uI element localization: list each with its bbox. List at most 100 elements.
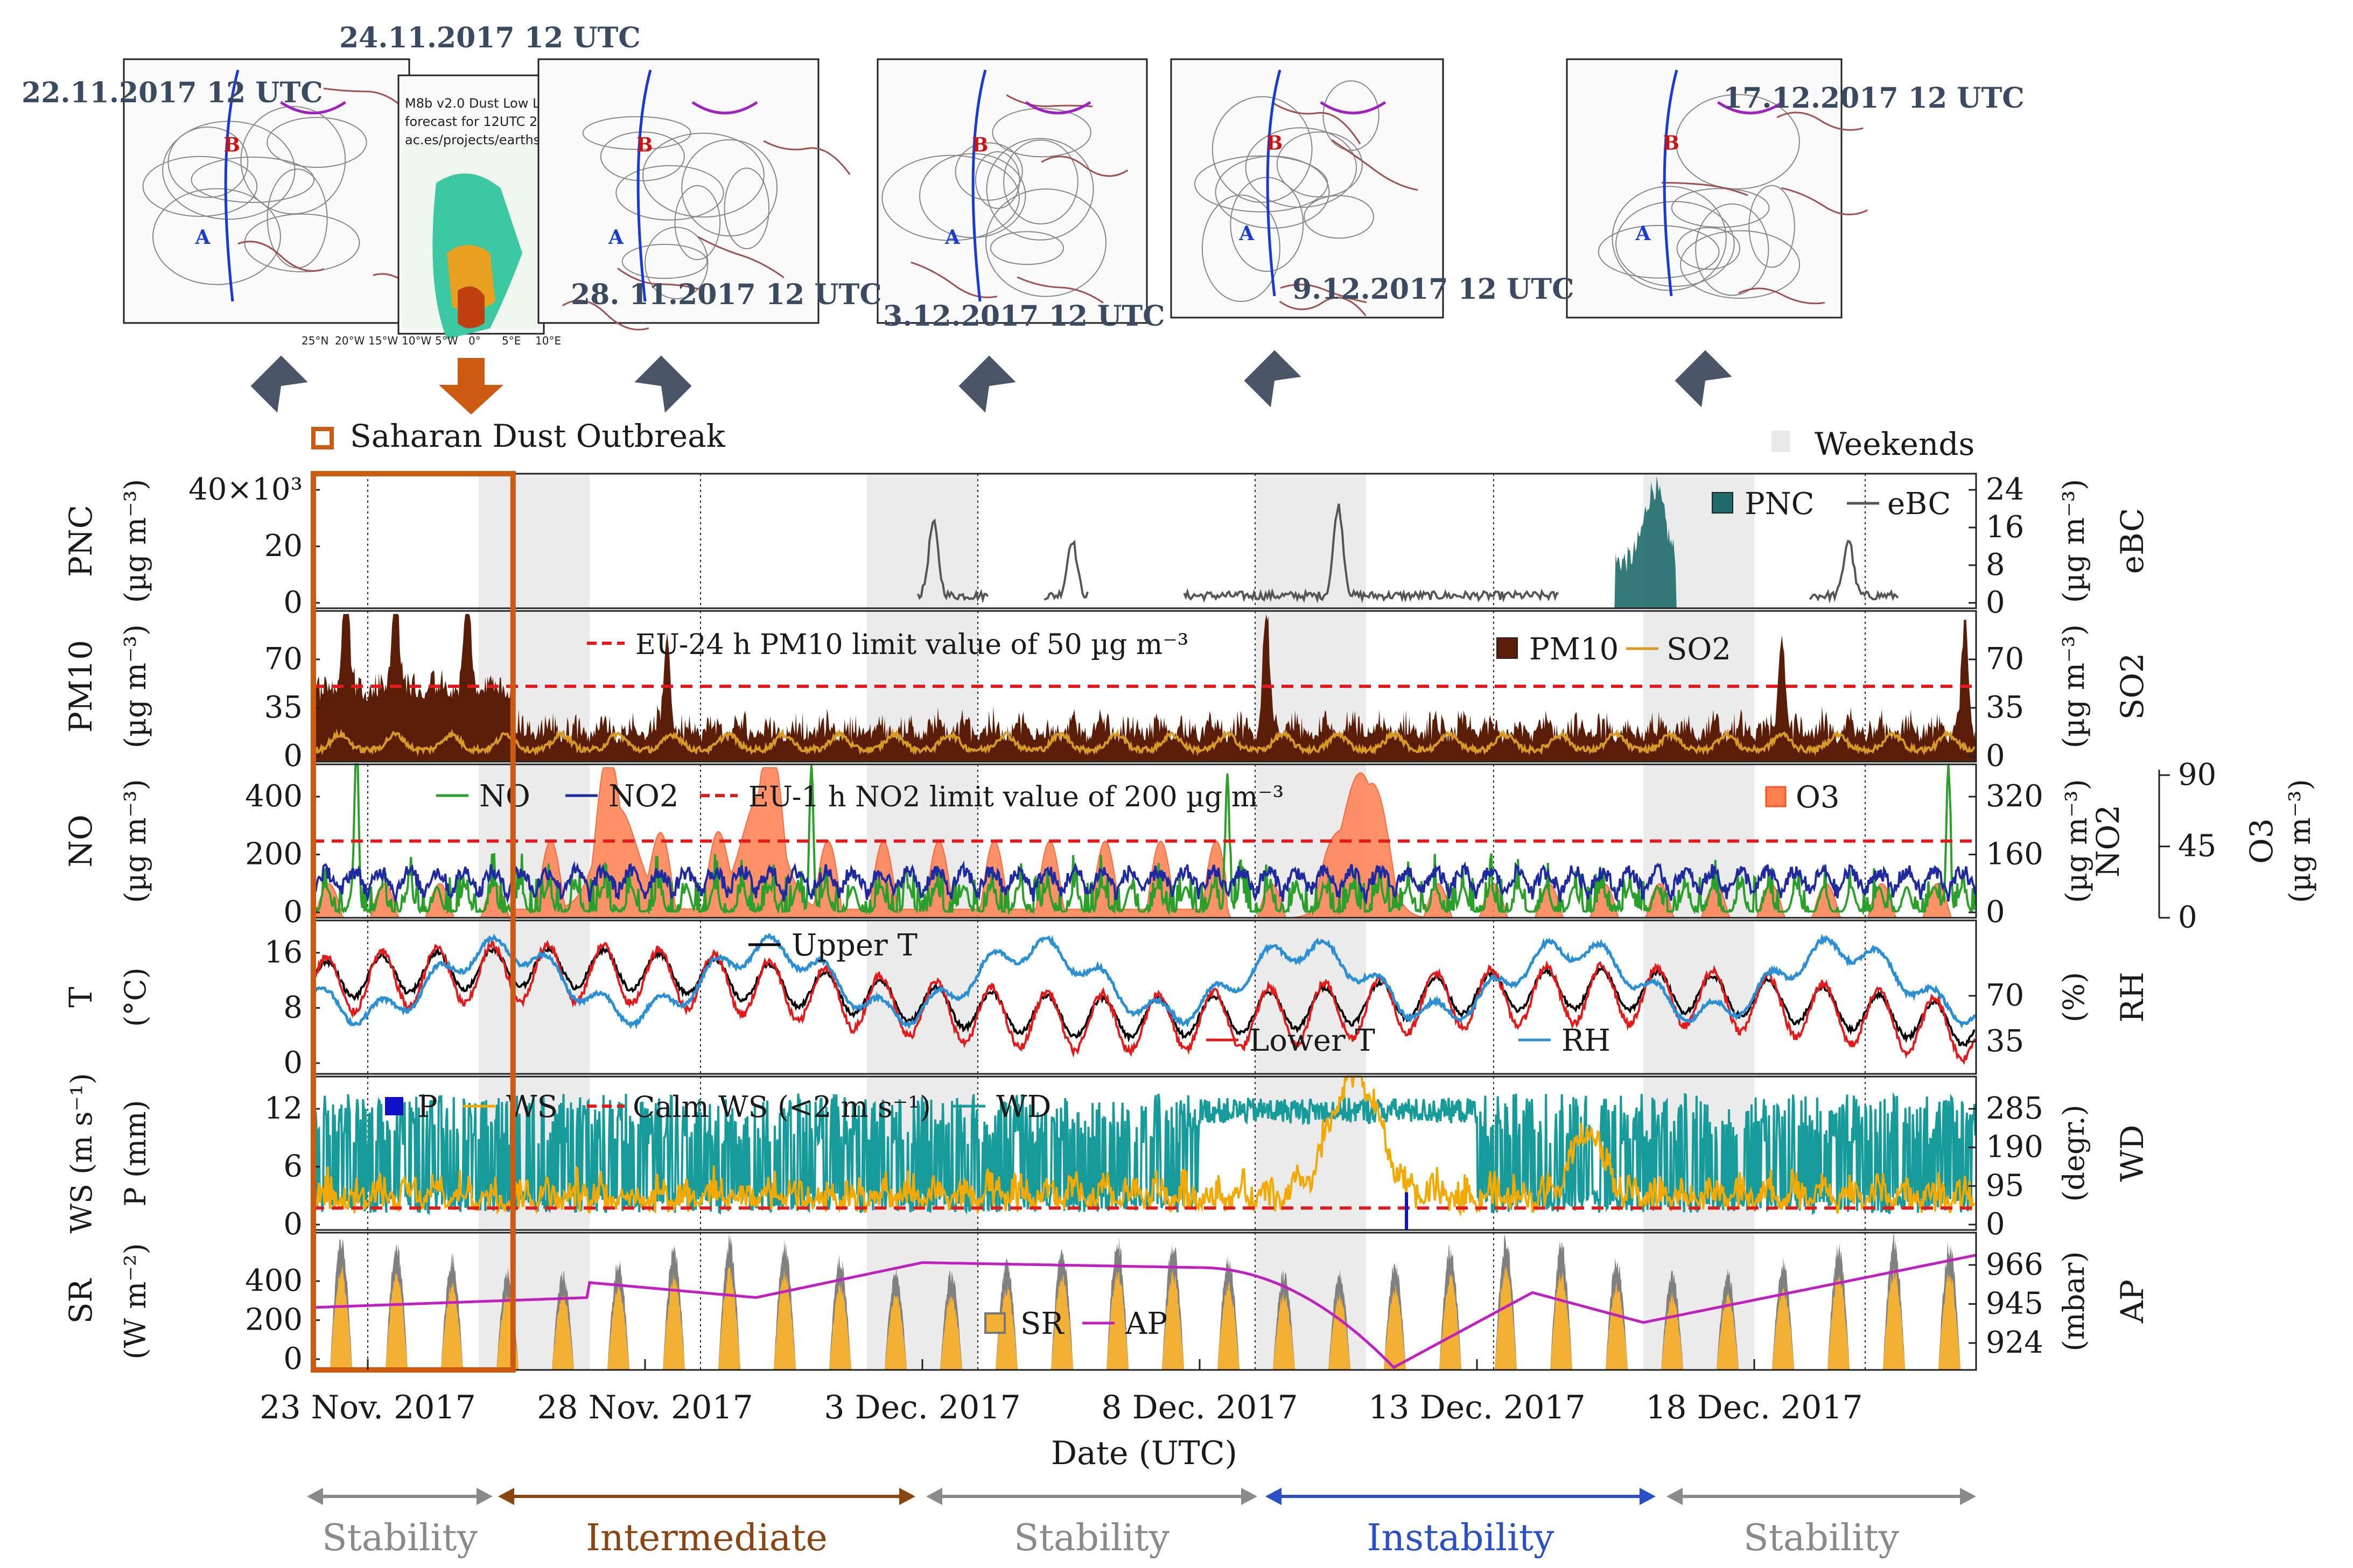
isobar — [986, 138, 1094, 241]
panel-2: 70 35 0 70 35 0 PM10 (µg m⁻³) SO2 (µg m⁻³) EU-24 h… — [62, 610, 2151, 774]
x-tick-label: 13 Dec. 2017 — [1368, 1389, 1585, 1426]
regime-arrowhead-left — [926, 1488, 942, 1505]
isobar — [1612, 186, 1727, 291]
sr-tick: 200 — [245, 1303, 303, 1338]
high-marker: A — [1635, 222, 1651, 245]
cold-front — [1663, 69, 1678, 297]
x-axis-label: Date (UTC) — [1051, 1435, 1237, 1472]
x-tick-label: 18 Dec. 2017 — [1645, 1389, 1862, 1426]
regime-arrowhead-right — [899, 1488, 915, 1505]
ws-ylabel: WS (m s⁻¹) — [65, 1073, 99, 1233]
p-legend-label: P — [417, 1089, 438, 1124]
so2-yunit: (µg m⁻³) — [2057, 624, 2091, 748]
weekends-legend-swatch — [1771, 431, 1790, 452]
regime-arrowhead-right — [477, 1488, 493, 1505]
ebc-tick: 0 — [1986, 585, 2005, 620]
weekend-band — [867, 1233, 978, 1370]
dust-arrow — [439, 358, 503, 414]
regime-arrows: Stability Intermediate Stability Instabilit… — [307, 1488, 1976, 1559]
lon-tick: 10°E — [535, 334, 561, 347]
ebc-tick: 16 — [1986, 510, 2024, 545]
isobar — [881, 154, 1020, 241]
pm10-tick: 70 — [264, 642, 303, 677]
pnc-tick: 20 — [264, 529, 303, 564]
coastline — [1738, 287, 1825, 305]
regime-arrowhead-left — [1666, 1488, 1683, 1505]
low-marker: B — [1266, 132, 1283, 154]
ws-tick: 6 — [283, 1149, 303, 1184]
map-frame — [123, 58, 410, 324]
p-ylabel: P (mm) — [118, 1100, 152, 1206]
coastline — [1041, 156, 1129, 177]
high-marker: A — [1238, 222, 1255, 245]
regime-arrowhead-right — [1960, 1488, 1976, 1505]
map-frame — [537, 58, 820, 324]
map-label-2: 24.11.2017 12 UTC — [339, 22, 641, 54]
isobar — [990, 231, 1065, 265]
isobar — [642, 132, 765, 218]
isobar — [681, 139, 778, 237]
dust-max — [458, 286, 485, 328]
map-arrow — [634, 355, 692, 413]
weekend-band — [1255, 474, 1366, 608]
no2-ylabel: NO2 — [2090, 805, 2126, 877]
isobar — [1304, 195, 1375, 239]
map-arrow — [1675, 350, 1732, 407]
high-marker: A — [944, 226, 961, 249]
coastline — [1006, 94, 1093, 108]
pnc-tick: 0 — [283, 585, 303, 620]
ws-tick: 0 — [283, 1207, 303, 1242]
isobar — [1680, 230, 1801, 299]
so2-tick: 70 — [1986, 642, 2024, 677]
regime-label-5: Stability — [1743, 1517, 1900, 1559]
occluded-front — [691, 101, 758, 115]
pm10-legend-swatch — [1496, 637, 1518, 659]
regime-arrowhead-left — [1265, 1488, 1281, 1505]
t-tick: 16 — [264, 935, 303, 970]
isobar — [1675, 94, 1800, 189]
coastline — [323, 87, 411, 115]
isobar — [992, 108, 1091, 158]
o3-yunit: (µg m⁻³) — [2283, 779, 2317, 903]
rh-ylabel: RH — [2114, 972, 2151, 1022]
sr-area — [312, 1265, 1976, 1370]
cold-front — [636, 69, 652, 302]
occluded-front — [1320, 101, 1386, 115]
lon-tick: 15°W — [368, 334, 398, 347]
coastline — [237, 241, 325, 272]
wd-tick: 95 — [1986, 1168, 2024, 1203]
so2-tick: 35 — [1986, 690, 2024, 725]
ap-legend-label: AP — [1125, 1306, 1167, 1341]
ws-tick: 12 — [264, 1091, 303, 1126]
weekend-band — [1643, 1233, 1754, 1370]
no-line — [311, 763, 1976, 916]
o3-legend-label: O3 — [1796, 780, 1840, 815]
isobar — [975, 151, 1020, 209]
isobar — [1215, 156, 1330, 229]
rh-line — [311, 932, 1977, 1030]
x-tick-label: 23 Nov. 2017 — [260, 1389, 476, 1426]
isobar — [1276, 131, 1363, 198]
regime-arrowhead-right — [1640, 1488, 1656, 1505]
isobar — [267, 117, 367, 168]
low-marker: B — [224, 134, 240, 157]
map-label-4: 3.12.2017 12 UTC — [883, 300, 1165, 333]
wd-tick: 0 — [1986, 1207, 2005, 1242]
isobar — [955, 142, 1023, 201]
pm10-ylabel: PM10 — [62, 640, 99, 733]
map-label-3: 28. 11.2017 12 UTC — [571, 278, 882, 311]
map-frame — [877, 58, 1148, 324]
ap-tick: 924 — [1986, 1325, 2043, 1360]
regime-arrowhead-right — [1241, 1488, 1257, 1505]
isobar — [1695, 203, 1769, 296]
regime-label-4: Instability — [1367, 1517, 1555, 1559]
low-marker: B — [1663, 132, 1679, 154]
sr-tick: 0 — [283, 1341, 303, 1376]
so2-tick: 0 — [1986, 739, 2005, 774]
map-arrow — [958, 355, 1016, 413]
low-marker: B — [972, 134, 988, 157]
regime-arrowhead-left — [307, 1488, 323, 1505]
